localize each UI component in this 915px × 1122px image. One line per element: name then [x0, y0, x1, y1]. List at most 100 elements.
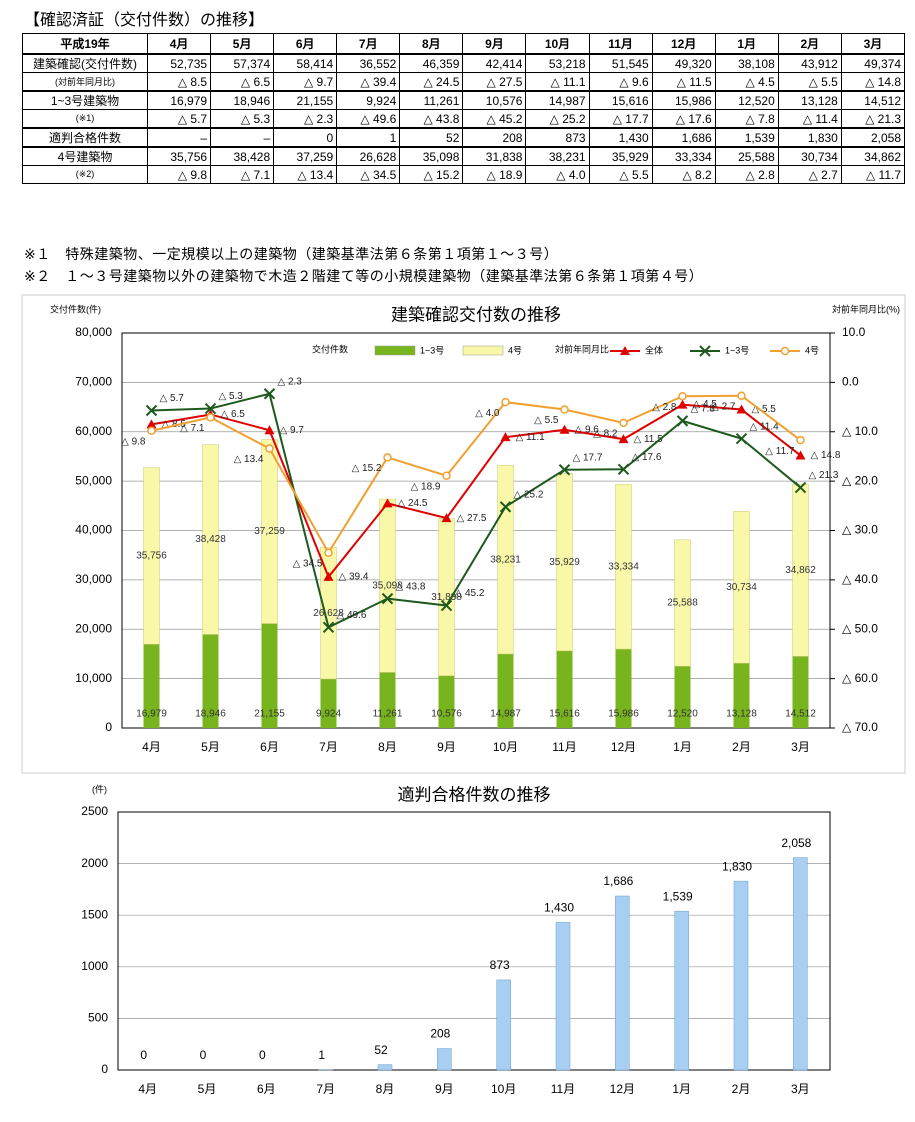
marker — [735, 432, 748, 445]
table-cell: 42,414 — [462, 53, 527, 73]
legend-swatch — [462, 345, 504, 356]
data-label: 2,058 — [781, 836, 811, 850]
y-tick-label: 2500 — [81, 804, 108, 818]
y2-tick-label: △ 20.0 — [842, 473, 878, 487]
column-header: 3月 — [840, 33, 906, 55]
y-tick-label: 50,000 — [75, 473, 112, 487]
table-cell: △ 5.3 — [210, 109, 275, 129]
data-label: △ 11.1 — [516, 432, 546, 443]
data-label: 31,838 — [431, 592, 462, 603]
data-label: 208 — [430, 1027, 450, 1041]
row-label: (※1) — [22, 109, 148, 129]
marker — [617, 463, 630, 475]
table-cell: △ 11.1 — [525, 72, 590, 92]
table-cell: 36,552 — [336, 53, 401, 73]
data-label: 38,428 — [195, 534, 226, 545]
table-cell: 37,259 — [273, 146, 338, 166]
table-cell: △ 15.2 — [399, 165, 464, 184]
x-tick-label: 7月 — [319, 740, 338, 754]
table-cell: △ 8.2 — [651, 165, 716, 184]
table-cell: △ 39.4 — [336, 72, 401, 92]
table-cell: 33,334 — [651, 146, 716, 166]
table-cell: 13,128 — [777, 90, 842, 110]
marker — [441, 513, 452, 523]
data-label: 13,128 — [726, 709, 757, 720]
data-label: 1,686 — [603, 874, 633, 888]
x-tick-label: 3月 — [791, 740, 810, 754]
table-cell: 208 — [462, 127, 527, 148]
table-cell: 53,218 — [525, 53, 590, 73]
data-label: △ 21.3 — [809, 470, 839, 481]
table-cell: △ 24.5 — [399, 72, 464, 92]
column-header: 5月 — [210, 33, 275, 55]
table-cell: 49,374 — [840, 53, 906, 73]
y-tick-label: 20,000 — [75, 621, 112, 635]
legend-title: 交付件数 — [312, 343, 348, 354]
data-label: 1,539 — [663, 889, 693, 903]
data-label: △ 27.5 — [457, 513, 487, 524]
marker — [145, 404, 158, 417]
marker — [204, 402, 217, 415]
data-label: 26,628 — [313, 608, 344, 619]
table-cell: 57,374 — [210, 53, 275, 73]
marker — [677, 399, 688, 409]
bar — [320, 679, 337, 728]
table-cell: △ 5.5 — [588, 165, 653, 184]
x-tick-label: 4月 — [142, 740, 161, 754]
data-label: △ 2.8 — [652, 402, 677, 413]
table-cell: 38,108 — [714, 53, 779, 73]
table-cell: – — [146, 127, 212, 148]
x-tick-label: 10月 — [493, 740, 518, 754]
table-cell: 15,986 — [651, 90, 716, 110]
x-tick-label: 2月 — [732, 740, 751, 754]
page-title: 【確認済証（交付件数）の推移】 — [24, 12, 265, 29]
table-cell: 21,155 — [273, 90, 338, 110]
table-cell: 43,912 — [777, 53, 842, 73]
data-label: △ 2.3 — [278, 376, 303, 387]
y-tick-label: 0 — [101, 1062, 108, 1076]
table-cell: 9,924 — [336, 90, 401, 110]
bar — [556, 650, 573, 728]
data-label: △ 8.2 — [593, 429, 618, 440]
table-cell: △ 4.5 — [714, 72, 779, 92]
column-header: 6月 — [273, 33, 338, 55]
data-label: △ 9.6 — [575, 424, 600, 435]
line — [151, 392, 802, 629]
row-label: (※2) — [22, 165, 148, 184]
y-tick-label: 70,000 — [75, 375, 112, 389]
marker — [265, 444, 274, 453]
bar — [674, 910, 689, 1071]
table-cell: △ 9.8 — [146, 165, 212, 184]
data-table: 平成19年 4月 5月 6月 7月 8月 9月 10月 11月 12月 1月 2月 3月 建築確認(交付件… — [22, 33, 906, 184]
table-cell: △ 6.5 — [210, 72, 275, 92]
x-tick-label: 11月 — [551, 1082, 575, 1096]
data-label: △ 5.3 — [219, 391, 244, 402]
data-label: △ 4.5 — [693, 399, 718, 410]
marker — [324, 548, 333, 557]
y-tick-label: 500 — [88, 1011, 108, 1025]
data-label: △ 13.4 — [234, 454, 264, 465]
marker — [264, 425, 275, 435]
marker — [560, 405, 569, 414]
x-tick-label: 4月 — [138, 1082, 157, 1096]
legend-label: 4号 — [805, 345, 819, 355]
y2-tick-label: 0.0 — [842, 375, 859, 389]
marker — [676, 415, 689, 427]
y2-tick-label: △ 60.0 — [842, 671, 878, 685]
table-cell: △ 11.5 — [651, 72, 716, 92]
x-tick-label: 5月 — [201, 740, 220, 754]
data-label: △ 15.2 — [352, 463, 382, 474]
table-cell: △ 2.3 — [273, 109, 338, 129]
marker — [442, 471, 451, 480]
data-label: △ 5.7 — [160, 393, 185, 404]
marker — [440, 599, 453, 612]
data-label: 35,756 — [136, 551, 167, 562]
data-label: 33,334 — [608, 561, 639, 572]
marker — [618, 434, 629, 444]
data-label: 38,231 — [490, 554, 521, 565]
plot-area — [117, 811, 831, 1071]
column-header: 平成19年 — [22, 33, 148, 55]
bar — [556, 473, 573, 652]
bar — [202, 634, 219, 728]
data-label: 11,261 — [373, 709, 403, 720]
